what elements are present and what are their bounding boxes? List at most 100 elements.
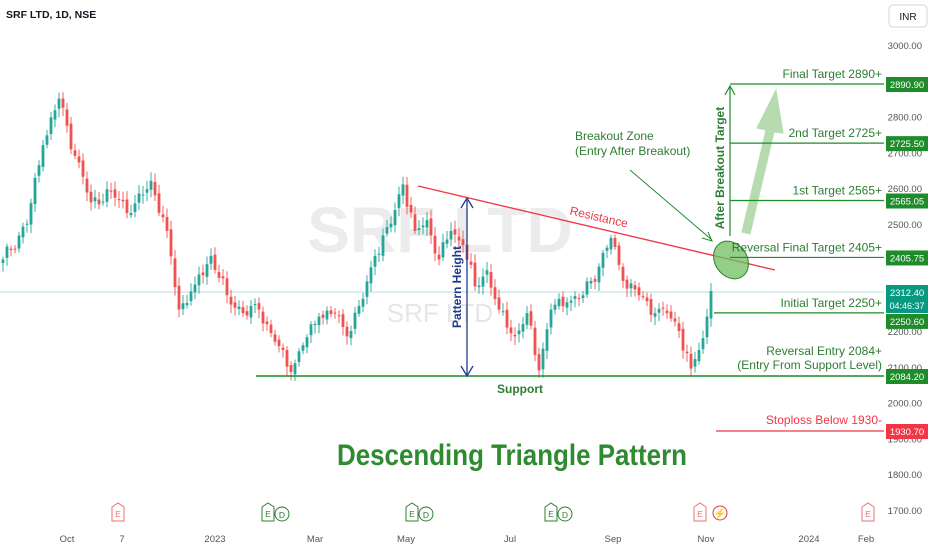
price-tick-label: 2500.00 — [888, 220, 922, 231]
event-marker[interactable]: E — [111, 502, 125, 522]
candle — [5, 243, 9, 266]
candle — [617, 241, 621, 271]
target-level-label: Reversal Final Target 2405+ — [732, 240, 882, 254]
candle — [557, 293, 561, 310]
candle — [377, 246, 381, 263]
candle — [445, 230, 449, 249]
event-marker[interactable]: E — [861, 502, 875, 522]
candle — [205, 256, 209, 285]
candle — [241, 300, 245, 318]
candle — [117, 190, 121, 209]
candle — [569, 295, 573, 312]
candle — [585, 277, 589, 298]
candle — [509, 319, 513, 342]
candle — [85, 171, 89, 201]
candle — [333, 308, 337, 319]
price-tick-label: 1800.00 — [888, 470, 922, 481]
candle — [613, 234, 617, 251]
candle — [121, 191, 125, 209]
earnings-events[interactable]: E E D E D E D E ⚡ E — [111, 502, 875, 522]
candle — [661, 301, 665, 317]
candle — [429, 209, 433, 244]
time-axis[interactable]: Oct 7 2023 Mar May Jul Sep Nov 2024 Feb — [60, 534, 875, 545]
candle — [385, 219, 389, 237]
candle — [229, 290, 233, 314]
svg-text:E: E — [409, 509, 415, 519]
candle — [189, 283, 193, 306]
svg-text:⚡: ⚡ — [714, 507, 726, 520]
after-breakout-bracket — [724, 84, 736, 236]
candle — [609, 234, 613, 255]
price-axis[interactable]: 3000.002900.002800.002700.002600.002500.… — [888, 41, 922, 517]
price-tick-label: 2000.00 — [888, 399, 922, 410]
target-price-tag: 2725.50 — [886, 136, 928, 152]
candle — [373, 249, 377, 276]
price-tick-label: 2800.00 — [888, 113, 922, 124]
event-marker[interactable]: E — [693, 502, 707, 522]
candle — [709, 283, 713, 327]
candle — [545, 322, 549, 360]
candle — [245, 305, 249, 320]
candle — [525, 306, 529, 330]
candle — [645, 292, 649, 307]
candle — [405, 176, 409, 215]
candle — [289, 361, 293, 381]
candle — [225, 271, 229, 304]
candle — [505, 301, 509, 334]
candle — [413, 206, 417, 235]
svg-text:2725.50: 2725.50 — [890, 139, 924, 150]
candle — [269, 319, 273, 338]
time-tick-label: Feb — [858, 534, 874, 545]
svg-text:D: D — [279, 510, 285, 520]
candle — [561, 291, 565, 313]
candle — [325, 306, 329, 325]
svg-text:04:46:37: 04:46:37 — [889, 301, 924, 311]
candle — [257, 297, 261, 319]
candle — [365, 275, 369, 305]
candle — [1, 256, 5, 272]
price-tick-label: 3000.00 — [888, 41, 922, 52]
target-level-label: 1st Target 2565+ — [792, 183, 882, 197]
candle — [197, 266, 201, 294]
event-marker[interactable]: ⚡ — [712, 505, 728, 521]
candle — [25, 219, 29, 233]
price-tick-label: 2200.00 — [888, 327, 922, 338]
breakout-zone-ellipse — [713, 240, 749, 280]
candle — [221, 269, 225, 286]
svg-text:2312.40: 2312.40 — [890, 288, 924, 299]
price-tick-label: 1700.00 — [888, 506, 922, 517]
candle — [329, 305, 333, 318]
svg-text:E: E — [865, 509, 871, 519]
svg-text:2250.60: 2250.60 — [890, 317, 924, 328]
svg-text:2565.05: 2565.05 — [890, 196, 924, 207]
candle — [349, 325, 353, 346]
time-tick-label: Oct — [60, 534, 75, 545]
candle — [553, 298, 557, 315]
price-tick-label: 2100.00 — [888, 363, 922, 374]
candle — [673, 311, 677, 327]
candle — [101, 193, 105, 206]
candle — [473, 254, 477, 291]
candle — [317, 313, 321, 334]
candle — [77, 149, 81, 169]
svg-text:D: D — [423, 510, 429, 520]
candle — [421, 217, 425, 235]
time-tick-label: 2024 — [798, 534, 819, 545]
candle — [513, 327, 517, 345]
currency-label: INR — [899, 12, 916, 23]
candle — [153, 173, 157, 202]
candle — [13, 245, 17, 254]
candle — [597, 263, 601, 291]
currency-button[interactable]: INR — [888, 4, 928, 28]
candle — [193, 276, 197, 300]
reversal-entry-label: Reversal Entry 2084+ — [766, 344, 882, 358]
time-tick-label: Jul — [504, 534, 516, 545]
candle — [125, 191, 129, 219]
candle — [217, 264, 221, 283]
candle — [353, 307, 357, 335]
svg-text:D: D — [562, 510, 568, 520]
